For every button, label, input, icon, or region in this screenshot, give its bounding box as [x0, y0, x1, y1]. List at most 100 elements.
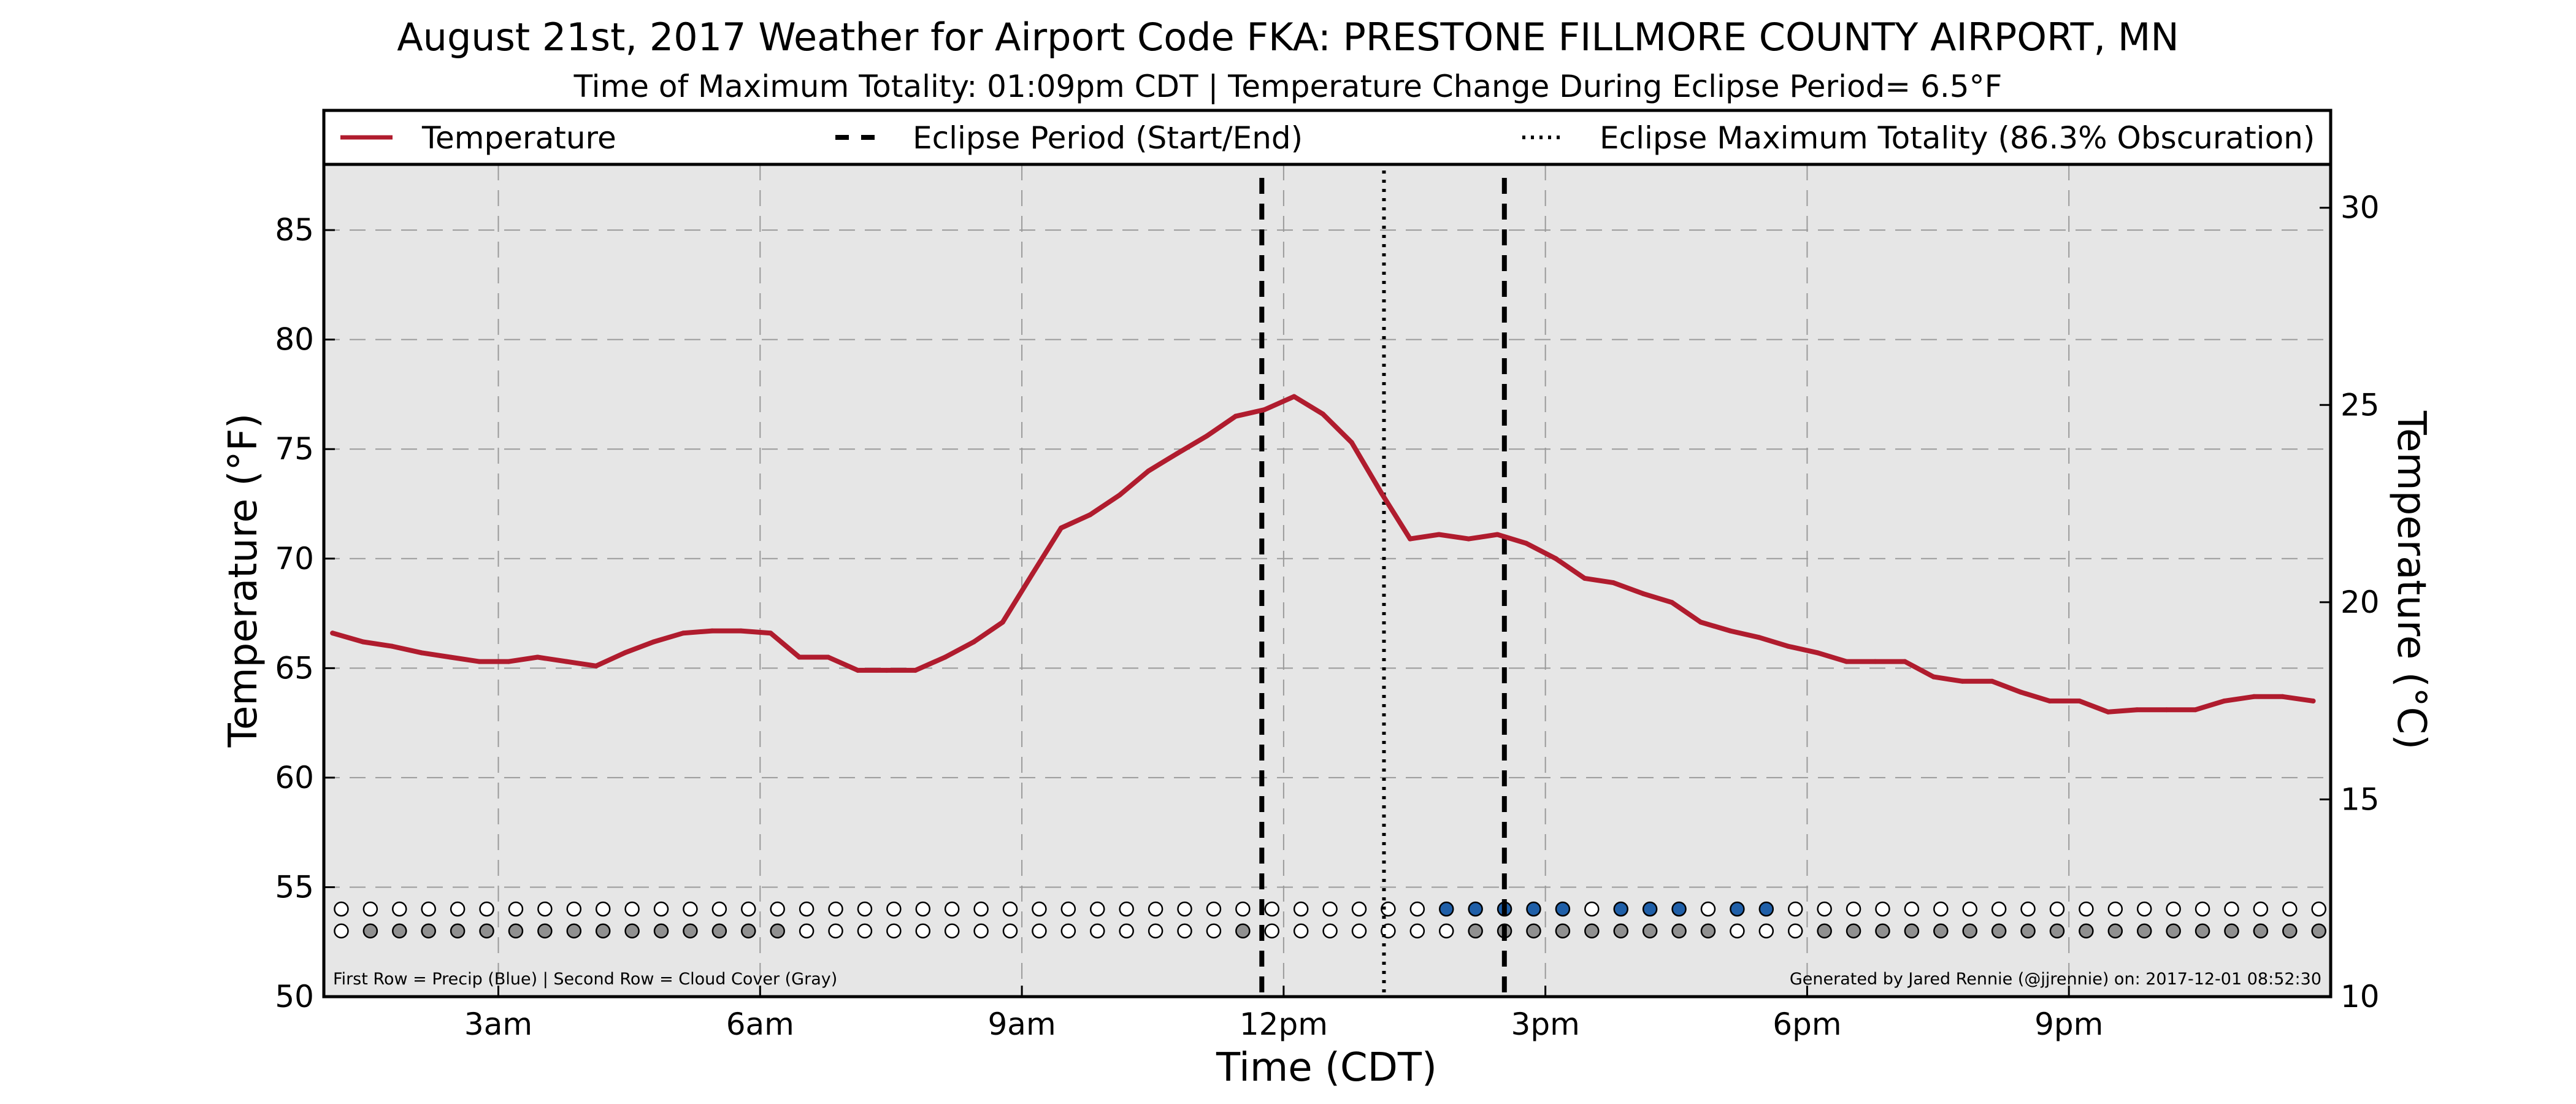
- cloud-cover-marker: [508, 923, 524, 939]
- precip-marker: [1468, 901, 1483, 917]
- cloud-cover-marker: [2166, 923, 2181, 939]
- temperature-point: [1698, 619, 1703, 625]
- temperature-point: [1960, 678, 1965, 684]
- cloud-cover-marker: [2195, 923, 2210, 939]
- temperature-point: [330, 631, 335, 636]
- temperature-point: [1931, 674, 1936, 680]
- x-tick-label: 12pm: [1240, 1006, 1328, 1042]
- y-tick-label: 60: [275, 760, 314, 795]
- y-axis-label-right: Temperature (°C): [2388, 410, 2434, 749]
- precip-marker: [1322, 901, 1338, 917]
- precip-marker: [2224, 901, 2239, 917]
- precip-marker: [1148, 901, 1163, 917]
- precip-marker: [450, 901, 466, 917]
- precip-marker: [2107, 901, 2123, 917]
- temperature-point: [1669, 600, 1674, 605]
- cloud-cover-marker: [1468, 923, 1483, 939]
- precip-marker: [828, 901, 843, 917]
- precip-marker: [334, 901, 349, 917]
- cloud-cover-marker: [828, 923, 843, 939]
- y2-tick-label: 30: [2340, 190, 2380, 226]
- cloud-cover-marker: [973, 923, 989, 939]
- y-tick-label: 65: [275, 650, 314, 686]
- precip-marker: [1787, 901, 1803, 917]
- precip-marker: [1526, 901, 1541, 917]
- cloud-cover-marker: [1438, 923, 1454, 939]
- cloud-cover-marker: [2136, 923, 2152, 939]
- precip-marker: [2079, 901, 2094, 917]
- precip-marker: [741, 901, 756, 917]
- grid: [324, 164, 2331, 997]
- temperature-point: [1990, 678, 1995, 684]
- cloud-cover-marker: [624, 923, 640, 939]
- y-tick-label: 55: [275, 869, 314, 905]
- cloud-cover-marker: [2107, 923, 2123, 939]
- temperature-point: [971, 639, 976, 645]
- precip-marker: [857, 901, 873, 917]
- temperature-point: [2310, 698, 2316, 703]
- cloud-cover-marker: [450, 923, 466, 939]
- precip-marker: [1671, 901, 1687, 917]
- precip-marker: [1846, 901, 1861, 917]
- cloud-cover-marker: [1642, 923, 1658, 939]
- temperature-point: [361, 639, 366, 645]
- precip-marker: [362, 901, 378, 917]
- precip-marker: [508, 901, 524, 917]
- precip-marker: [1904, 901, 1920, 917]
- precip-marker: [1584, 901, 1600, 917]
- temperature-point: [738, 628, 744, 634]
- temperature-point: [942, 654, 948, 660]
- temperature-point: [1408, 536, 1413, 542]
- precip-marker: [711, 901, 727, 917]
- cloud-cover-marker: [799, 923, 815, 939]
- temperature-point: [2018, 689, 2023, 695]
- temperature-point: [1466, 536, 1471, 542]
- cloud-cover-marker: [2224, 923, 2239, 939]
- precip-marker: [537, 901, 553, 917]
- cloud-cover-marker: [683, 923, 698, 939]
- temperature-point: [1087, 512, 1093, 518]
- temperature-point: [1436, 532, 1442, 537]
- precip-marker: [624, 901, 640, 917]
- x-tick-label: 6pm: [1773, 1006, 1841, 1042]
- temperature-point: [1582, 575, 1587, 581]
- cloud-cover-marker: [1933, 923, 1949, 939]
- plot-frame: [322, 163, 2333, 999]
- cloud-cover-marker: [1002, 923, 1018, 939]
- y2-tick-label: 15: [2340, 781, 2380, 817]
- cloud-cover-marker: [1817, 923, 1832, 939]
- temperature-point: [2134, 707, 2140, 713]
- cloud-cover-marker: [1671, 923, 1687, 939]
- temperature-point: [2193, 707, 2198, 713]
- precip-marker: [566, 901, 582, 917]
- y-tick-label: 85: [275, 212, 314, 248]
- precip-marker: [1090, 901, 1105, 917]
- cloud-cover-marker: [1235, 923, 1251, 939]
- y-axis-label-left: Temperature (°F): [221, 413, 266, 748]
- cloud-cover-marker: [479, 923, 494, 939]
- cloud-cover-marker: [2282, 923, 2298, 939]
- temperature-point: [1349, 440, 1354, 445]
- cloud-cover-marker: [1264, 923, 1279, 939]
- cloud-cover-marker: [1730, 923, 1745, 939]
- cloud-cover-marker: [1293, 923, 1309, 939]
- temperature-point: [884, 667, 889, 673]
- cloud-cover-marker: [537, 923, 553, 939]
- precip-marker: [770, 901, 785, 917]
- precip-marker: [1875, 901, 1890, 917]
- temperature-point: [593, 663, 599, 669]
- temperature-point: [1291, 394, 1297, 399]
- precip-marker: [595, 901, 611, 917]
- cloud-cover-marker: [1119, 923, 1134, 939]
- cloud-cover-marker: [2253, 923, 2269, 939]
- temperature-point: [448, 654, 453, 660]
- temperature-point: [389, 643, 394, 649]
- temperature-point: [768, 631, 773, 636]
- temperature-point: [564, 659, 569, 664]
- cloud-cover-marker: [2311, 923, 2326, 939]
- legend: Temperature Eclipse Period (Start/End) E…: [322, 109, 2333, 166]
- cloud-cover-marker: [1962, 923, 1977, 939]
- temperature-point: [1117, 493, 1122, 498]
- precip-marker: [2136, 901, 2152, 917]
